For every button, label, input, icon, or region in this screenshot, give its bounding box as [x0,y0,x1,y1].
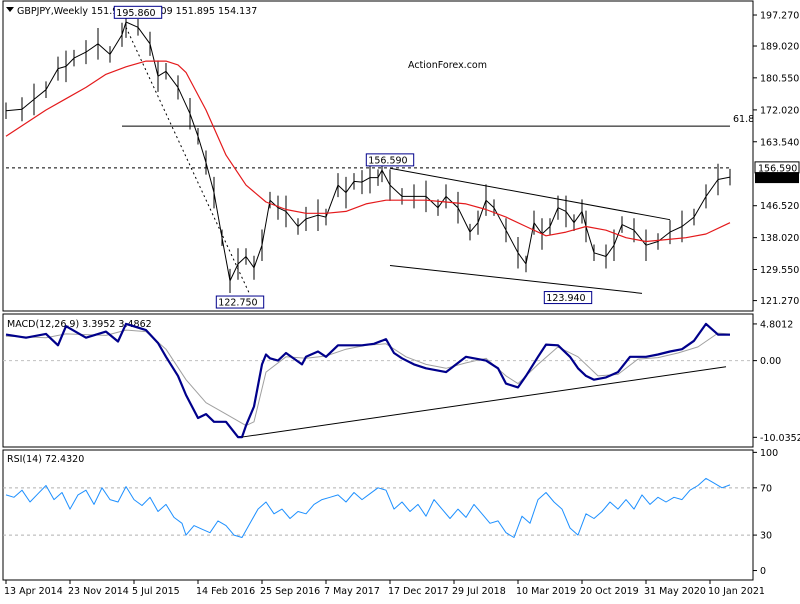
price-y-tick-label: 189.020 [760,42,799,53]
price-annotation: 122.750 [215,295,265,309]
annotation-box [365,153,415,167]
title-marker-icon [6,7,14,12]
macd-y-tick-label: -10.0352 [760,433,800,444]
price-y-tick-label: 138.020 [760,233,799,244]
level-tag-label: 156.590 [758,163,797,174]
annotation-box [543,291,593,305]
x-tick-label: 31 May 2020 [644,586,706,597]
price-line [5,21,731,282]
x-tick-label: 29 Jul 2018 [452,586,506,597]
price-y-tick-label: 129.550 [760,265,799,276]
price-annotation: 156.590 [365,153,415,167]
rsi-panel-frame [2,449,754,581]
macd-title: MACD(12,26,9) 3.3952 3.4862 [7,319,152,330]
macd-y-tick-label: 0.00 [760,356,781,367]
watermark: ActionForex.com [408,60,487,71]
macd-trendline [241,366,727,438]
macd-line [5,322,731,439]
price-annotation: 195.860 [113,5,163,19]
channel-trendline [389,265,643,294]
x-tick-label: 20 Oct 2019 [580,586,639,597]
price-panel-frame [2,0,754,312]
annotation-box [215,295,265,309]
decline-dotted-trendline [125,27,251,296]
x-tick-label: 25 Sep 2016 [260,586,320,597]
price-y-tick-label: 180.550 [760,73,799,84]
price-y-tick-label: 146.520 [760,201,799,212]
x-tick-label: 10 Mar 2019 [516,586,576,597]
x-tick-label: 10 Jan 2021 [708,586,765,597]
fib-label: 61.8 [733,114,754,125]
moving-average-line [5,60,731,243]
price-y-tick-label: 197.270 [760,11,799,22]
rsi-y-tick-label: 30 [760,531,772,542]
last-price-label: 154.137 [758,173,797,184]
macd-y-tick-label: 4.8012 [760,319,793,330]
x-tick-label: 14 Feb 2016 [196,586,255,597]
annotation-label: 195.860 [116,8,155,19]
x-tick-label: 7 May 2017 [324,586,380,597]
x-tick-label: 13 Apr 2014 [4,586,63,597]
rsi-title: RSI(14) 72.4320 [7,454,84,465]
macd-panel-frame [2,313,754,448]
last-price-box [755,172,799,184]
rsi-y-tick-label: 100 [760,448,778,459]
price-y-tick-label: 121.270 [760,296,799,307]
annotation-box [113,5,163,19]
x-tick-label: 17 Dec 2017 [388,586,449,597]
annotation-label: 122.750 [218,298,257,309]
price-y-tick-label: 163.540 [760,137,799,148]
price-y-tick-label: 172.020 [760,105,799,116]
annotation-label: 156.590 [368,155,407,166]
annotation-label: 123.940 [546,293,585,304]
channel-trendline [389,167,671,221]
x-tick-label: 5 Jul 2015 [132,586,180,597]
price-annotation: 123.940 [543,291,593,305]
rsi-line [5,477,731,538]
rsi-y-tick-label: 70 [760,483,772,494]
x-tick-label: 23 Nov 2014 [68,586,129,597]
rsi-y-tick-label: 0 [760,566,766,577]
